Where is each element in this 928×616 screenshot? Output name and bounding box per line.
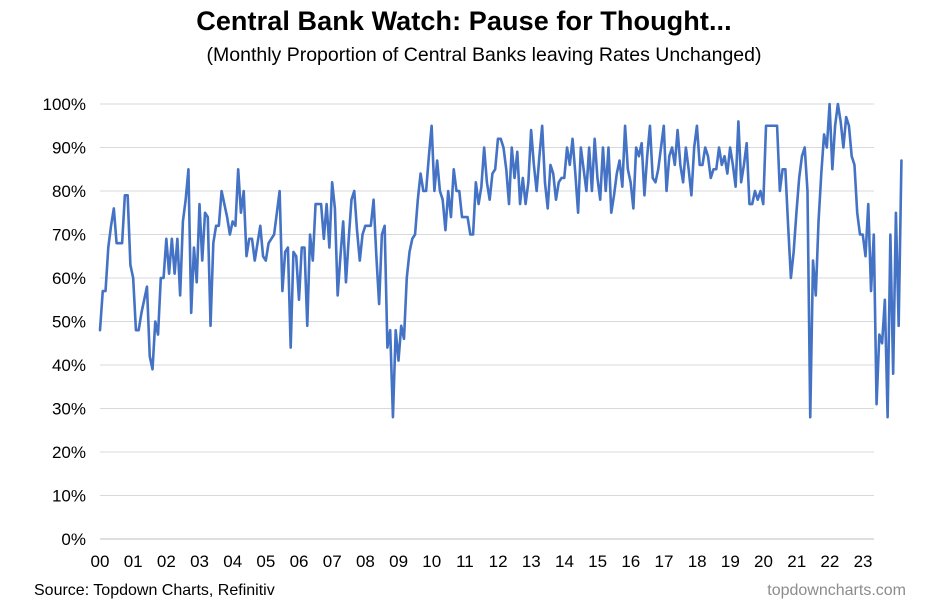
x-tick-label: 00 [91, 552, 110, 571]
series-line [98, 102, 903, 419]
series-layer [98, 102, 903, 419]
x-tick-label: 12 [489, 552, 508, 571]
x-tick-label: 19 [721, 552, 740, 571]
x-tick-label: 07 [323, 552, 342, 571]
x-tick-label: 03 [190, 552, 209, 571]
y-tick-label: 80% [52, 182, 86, 201]
y-tick-label: 90% [52, 139, 86, 158]
x-tick-label: 09 [389, 552, 408, 571]
grid-lines [100, 103, 874, 540]
x-tick-label: 21 [787, 552, 806, 571]
y-tick-label: 100% [43, 95, 86, 114]
x-tick-label: 22 [820, 552, 839, 571]
x-tick-label: 15 [588, 552, 607, 571]
y-tick-label: 50% [52, 313, 86, 332]
brand-watermark: topdowncharts.com [767, 582, 906, 599]
chart-title: Central Bank Watch: Pause for Thought... [196, 6, 732, 36]
x-tick-label: 17 [655, 552, 674, 571]
x-tick-label: 16 [621, 552, 640, 571]
chart-subtitle: (Monthly Proportion of Central Banks lea… [206, 44, 762, 66]
x-tick-label: 01 [124, 552, 143, 571]
x-tick-label: 20 [754, 552, 773, 571]
x-tick-label: 18 [688, 552, 707, 571]
x-tick-label: 23 [854, 552, 873, 571]
x-tick-label: 04 [223, 552, 242, 571]
x-tick-label: 11 [456, 552, 474, 571]
x-axis-ticks: 00 01 02 03 04 05 06 07 08 09 10 11 12 13 14 15 16 17 18 19… [91, 552, 873, 571]
y-tick-label: 10% [52, 487, 86, 506]
x-tick-label: 02 [157, 552, 176, 571]
y-tick-label: 20% [52, 443, 86, 462]
y-tick-label: 60% [52, 269, 86, 288]
y-axis-ticks: 0% 10% 20% 30% 40% 50% 60% 70% 80% 90% 100% [43, 95, 86, 549]
x-tick-label: 06 [290, 552, 309, 571]
y-tick-label: 30% [52, 400, 86, 419]
y-tick-label: 0% [61, 530, 86, 549]
x-tick-label: 08 [356, 552, 375, 571]
x-tick-label: 14 [555, 552, 574, 571]
source-note: Source: Topdown Charts, Refinitiv [34, 582, 275, 599]
x-tick-label: 13 [522, 552, 541, 571]
x-tick-label: 05 [256, 552, 275, 571]
y-tick-label: 40% [52, 356, 86, 375]
y-tick-label: 70% [52, 226, 86, 245]
x-tick-label: 10 [422, 552, 441, 571]
